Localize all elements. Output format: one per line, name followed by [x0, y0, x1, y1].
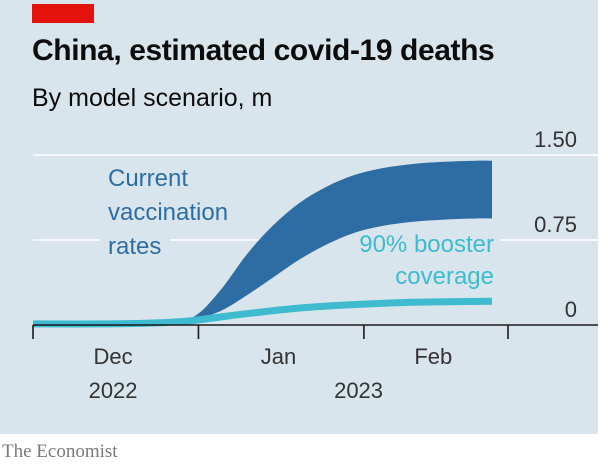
- x-tick-label: Feb: [414, 344, 452, 369]
- y-tick-label: 0.75: [534, 212, 577, 237]
- series-label-current-vaccination: Current: [108, 165, 188, 192]
- x-year-label: 2023: [334, 378, 383, 403]
- chart-subtitle: By model scenario, m: [32, 84, 273, 112]
- x-year-label: 2022: [89, 378, 138, 403]
- series-label-booster: coverage: [395, 263, 494, 290]
- source-credit: The Economist: [2, 441, 118, 462]
- label-backdrop: [100, 226, 170, 266]
- x-tick-label: Jan: [261, 344, 296, 369]
- economist-red-tag: [32, 4, 94, 23]
- x-tick-label: Dec: [93, 344, 132, 369]
- series-line-booster: [32, 297, 493, 328]
- series-label-booster: 90% booster: [359, 231, 494, 258]
- chart-title: China, estimated covid-19 deaths: [32, 34, 495, 67]
- series-band-current-vaccination: [33, 160, 492, 324]
- label-backdrop: [330, 222, 500, 292]
- y-tick-label: 1.50: [534, 127, 577, 152]
- y-tick-label: 0: [565, 297, 577, 322]
- series-label-current-vaccination: rates: [108, 233, 161, 260]
- series-label-current-vaccination: vaccination: [108, 199, 228, 226]
